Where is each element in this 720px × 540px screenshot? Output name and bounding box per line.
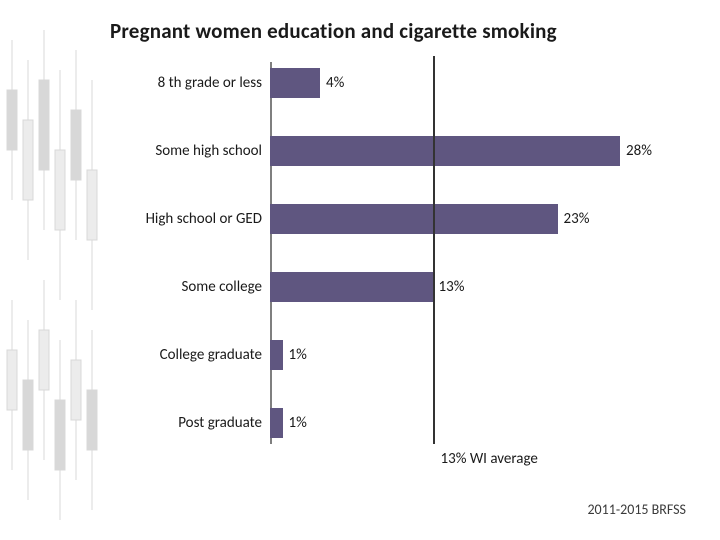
bar-row: College graduate1%: [270, 338, 670, 372]
bar: [270, 408, 283, 438]
bar: [270, 204, 558, 234]
bar: [270, 340, 283, 370]
category-label: Some high school: [107, 142, 262, 160]
average-reference-line: [433, 56, 435, 444]
value-label: 13%: [433, 278, 465, 296]
category-label: 8 th grade or less: [107, 74, 262, 92]
bar: [270, 136, 620, 166]
value-label: 1%: [283, 414, 307, 432]
category-label: High school or GED: [107, 210, 262, 228]
value-label: 23%: [558, 210, 590, 228]
bar: [270, 272, 433, 302]
category-label: College graduate: [107, 346, 262, 364]
chart-title: Pregnant women education and cigarette s…: [110, 18, 692, 44]
bar-row: Some college13%: [270, 270, 670, 304]
bar-row: 8 th grade or less4%: [270, 66, 670, 100]
bar-row: Some high school28%: [270, 134, 670, 168]
bar: [270, 68, 320, 98]
bar-row: Post graduate1%: [270, 406, 670, 440]
category-label: Some college: [107, 278, 262, 296]
value-label: 4%: [320, 74, 344, 92]
plot-area: 8 th grade or less4% Some high school28% H…: [270, 62, 670, 472]
bar-row: High school or GED23%: [270, 202, 670, 236]
content-area: Pregnant women education and cigarette s…: [0, 0, 720, 540]
chart: 8 th grade or less4%Some high school28%H…: [110, 62, 670, 472]
y-axis-line: [270, 62, 272, 444]
average-caption: 13% WI average: [441, 450, 538, 468]
value-label: 1%: [283, 346, 307, 364]
category-label: Post graduate: [107, 414, 262, 432]
value-label: 28%: [620, 142, 652, 160]
